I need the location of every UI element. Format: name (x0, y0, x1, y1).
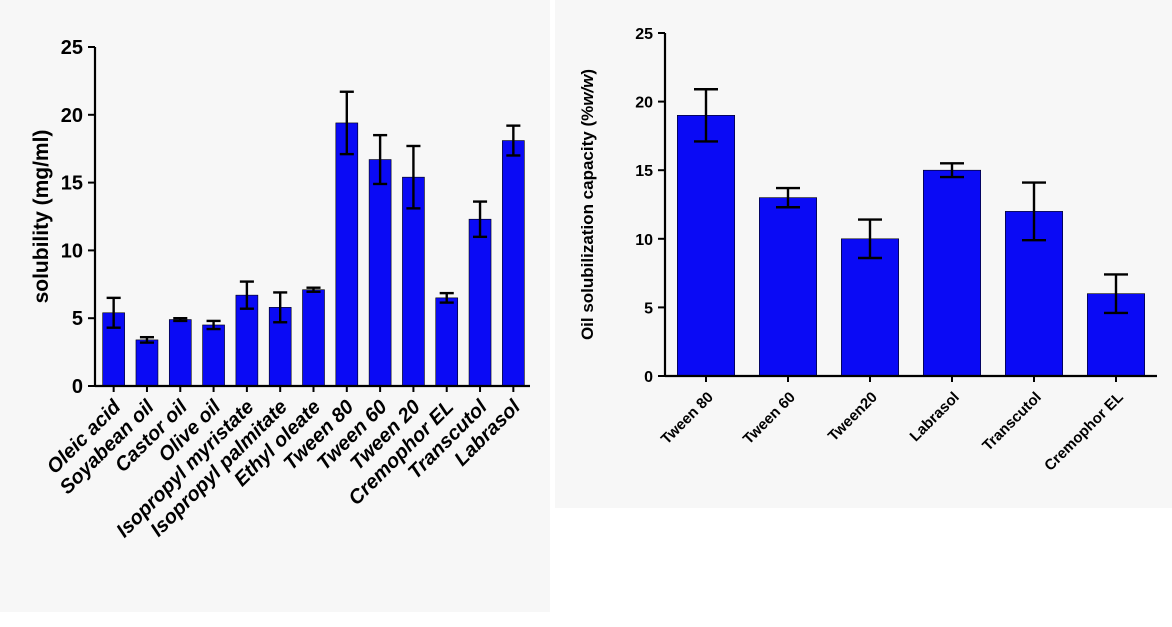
error-bar (139, 335, 154, 344)
bar (840, 238, 899, 377)
right-chart-panel: Tween 80 Tween 60 Tween20 Labrasol Transcuto… (555, 0, 1172, 508)
bar (435, 297, 459, 387)
bar (677, 115, 736, 377)
bar (135, 339, 159, 387)
y-axis-label: Oil solubilization capacity (%w/w) (578, 69, 597, 340)
error-bar (239, 280, 254, 310)
x-tick-label: Transcutol (979, 389, 1045, 455)
bar (759, 197, 818, 377)
y-tick-label: 0 (72, 376, 83, 398)
error-bar (473, 200, 488, 239)
error-bar (173, 317, 188, 323)
bar (502, 140, 525, 387)
left-chart-panel: Oleic acid Soyabean oil Castor oil Olive oi… (0, 0, 550, 612)
y-tick-label: 25 (635, 26, 653, 43)
error-bar (1104, 273, 1128, 315)
error-bar (439, 291, 454, 304)
y-tick-label: 20 (61, 105, 83, 127)
bar (468, 218, 492, 387)
x-tick-label: Tween 80 (658, 389, 717, 448)
y-tick-label: 5 (644, 300, 653, 317)
bar (368, 159, 392, 387)
x-tick-label: Tween20 (825, 389, 881, 445)
error-bar (858, 218, 882, 260)
error-bar (106, 296, 121, 329)
error-bar (273, 291, 288, 324)
x-tick-label: Labrasol (907, 389, 963, 445)
error-bar (306, 286, 321, 293)
y-tick-label: 10 (61, 240, 83, 262)
bar (335, 122, 359, 387)
y-tick-label: 15 (61, 173, 83, 195)
error-bar (506, 124, 521, 157)
x-tick-label: Cremophor EL (1041, 389, 1127, 475)
error-bar (339, 90, 354, 156)
y-tick-label: 5 (72, 308, 83, 330)
error-bar (940, 162, 964, 179)
bar (202, 324, 225, 387)
error-bar (776, 186, 800, 209)
bar (922, 169, 981, 377)
error-bar (406, 144, 421, 210)
x-tick-label: Tween 60 (740, 389, 799, 448)
y-axis-label: solubility (mg/ml) (30, 130, 53, 304)
error-bar (1022, 181, 1046, 242)
y-tick-label: 15 (635, 163, 653, 180)
y-tick-label: 25 (61, 37, 83, 59)
error-bar (694, 88, 718, 143)
oil-solubilization-bar-chart: Tween 80 Tween 60 Tween20 Labrasol Transcuto… (578, 26, 1157, 475)
y-tick-label: 20 (635, 95, 653, 112)
bar (302, 289, 325, 387)
error-bar (206, 319, 221, 331)
error-bar (373, 133, 388, 186)
bar (168, 319, 192, 387)
y-tick-label: 10 (635, 232, 653, 249)
y-tick-label: 0 (644, 369, 653, 386)
